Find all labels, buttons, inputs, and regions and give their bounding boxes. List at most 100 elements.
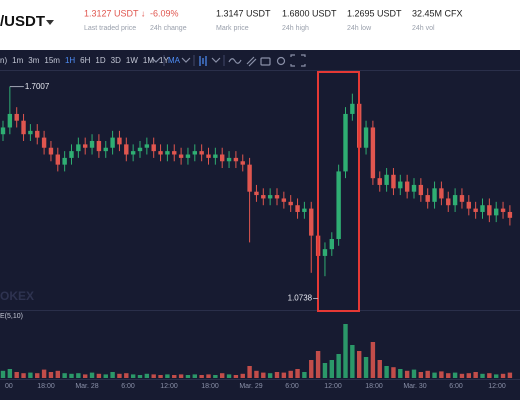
- candle-body: [233, 157, 239, 162]
- candle-body: [0, 127, 6, 135]
- interval-button[interactable]: n): [0, 56, 7, 65]
- interval-button[interactable]: 1m: [12, 56, 23, 65]
- candle-body: [295, 205, 300, 212]
- candle-body: [343, 113, 348, 172]
- candle-body: [206, 154, 211, 158]
- toolbar-icons: [151, 54, 306, 67]
- candle: [398, 174, 403, 196]
- candle: [103, 140, 108, 158]
- pair-dropdown[interactable]: [46, 20, 54, 25]
- candle: [370, 120, 376, 185]
- volume-bar: [103, 374, 108, 378]
- candle: [62, 151, 67, 172]
- indicator-dropdown[interactable]: [181, 57, 191, 63]
- candle: [466, 195, 471, 216]
- volume-label: E(5,10): [0, 313, 23, 320]
- volume-bar: [274, 372, 280, 378]
- candle-body: [329, 239, 334, 250]
- chart-type-dropdown[interactable]: [211, 57, 221, 63]
- volume-bar: [418, 372, 424, 378]
- candle-body: [55, 154, 60, 165]
- candle: [48, 140, 54, 162]
- candle: [302, 201, 307, 219]
- candle: [124, 137, 129, 162]
- pair[interactable]: /USDT: [0, 13, 45, 30]
- candle-body: [185, 154, 191, 158]
- candle-body: [473, 208, 478, 212]
- interval-button[interactable]: 1D: [95, 56, 105, 65]
- candle-body: [363, 127, 369, 148]
- interval-button[interactable]: 3D: [111, 56, 121, 65]
- stat-value: 1.2695 USDT: [347, 8, 402, 18]
- chart-bg: [0, 50, 520, 400]
- volume-bar: [377, 360, 382, 378]
- candle: [35, 124, 40, 145]
- draw-icon[interactable]: [228, 58, 242, 64]
- ruler-icon[interactable]: [246, 56, 257, 67]
- volume-bar: [363, 357, 369, 378]
- volume-bar: [302, 372, 307, 378]
- settings-icon[interactable]: [276, 56, 286, 66]
- volume-bar: [151, 374, 156, 378]
- volume-bar: [336, 354, 341, 378]
- candle: [83, 137, 88, 155]
- candle: [110, 130, 115, 155]
- candle: [295, 198, 300, 219]
- candle-body: [288, 201, 293, 206]
- interval-button[interactable]: 3m: [28, 56, 39, 65]
- volume-bar: [48, 372, 54, 378]
- camera-icon[interactable]: [260, 57, 271, 66]
- stat-label: 24h change: [150, 25, 187, 32]
- volume-bar: [473, 372, 478, 378]
- interval-dropdown[interactable]: [151, 57, 161, 63]
- candle: [350, 93, 355, 121]
- fullscreen-icon[interactable]: [290, 54, 306, 67]
- volume-bar: [247, 366, 252, 378]
- candle-body: [322, 249, 328, 256]
- interval-button[interactable]: 1M: [143, 56, 154, 65]
- candle: [309, 201, 314, 273]
- candle: [343, 107, 348, 179]
- candle: [206, 147, 211, 165]
- volume-bar: [172, 375, 177, 378]
- interval-button[interactable]: 6H: [80, 56, 90, 65]
- candle: [507, 205, 513, 226]
- interval-button[interactable]: 1W: [126, 56, 138, 65]
- candle: [391, 168, 396, 196]
- volume-bar: [165, 374, 170, 378]
- candle: [480, 198, 485, 219]
- candle: [220, 147, 225, 169]
- x-tick-label: 18:00: [37, 383, 55, 390]
- candle-body: [459, 195, 465, 202]
- x-tick-label: Mar. 29: [239, 383, 262, 390]
- interval-button[interactable]: 15m: [44, 56, 60, 65]
- interval-button[interactable]: 1H: [65, 56, 75, 65]
- candle-body: [466, 201, 471, 209]
- highlight-box: [317, 71, 360, 312]
- candle: [137, 140, 143, 158]
- candle: [404, 174, 410, 199]
- interval-button[interactable]: 1Y: [159, 56, 169, 65]
- candle: [21, 113, 26, 141]
- candle-body: [130, 151, 136, 155]
- candle-body: [267, 195, 273, 199]
- x-tick-label: 6:00: [121, 383, 135, 390]
- volume-bar: [41, 369, 47, 378]
- volume-bar: [370, 342, 376, 378]
- candle: [274, 188, 280, 206]
- volume-bar: [357, 351, 362, 378]
- x-tick-label: 00: [5, 383, 13, 390]
- watermark: OKEX: [0, 289, 34, 303]
- volume-bar: [439, 371, 444, 378]
- candle-body: [432, 188, 437, 202]
- candle: [151, 137, 156, 158]
- volume-bar: [89, 372, 95, 378]
- candle-body: [89, 140, 95, 148]
- candle-body: [178, 154, 184, 158]
- chart-type-icon[interactable]: [199, 56, 207, 66]
- volume-bar: [185, 375, 191, 378]
- volume-bar: [62, 373, 67, 378]
- volume-bar: [432, 372, 437, 378]
- indicator-button[interactable]: MA: [168, 56, 181, 65]
- candle-body: [240, 161, 245, 165]
